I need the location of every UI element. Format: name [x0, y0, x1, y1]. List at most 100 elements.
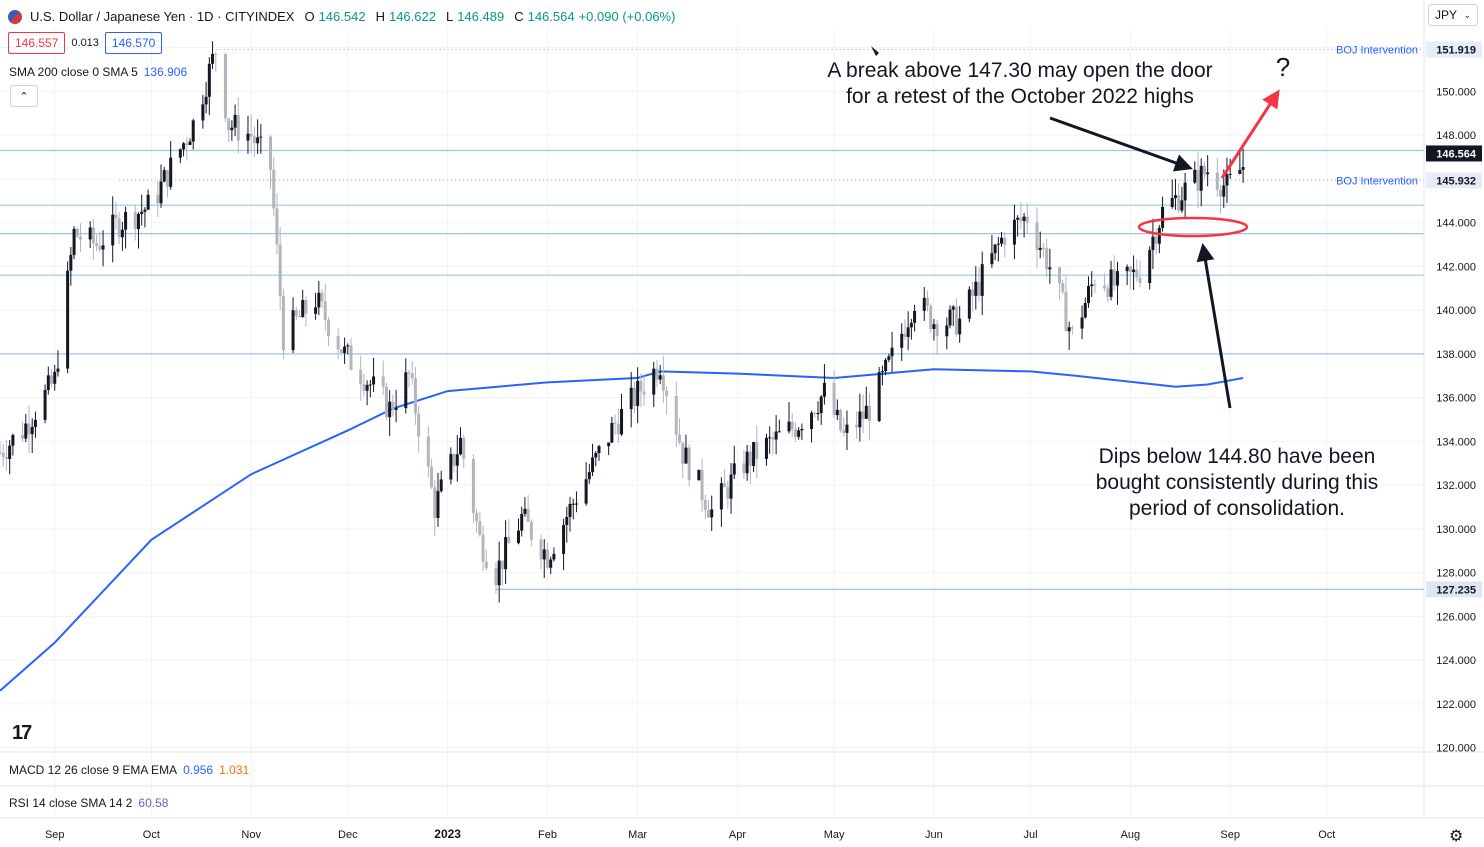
candle-body — [256, 137, 260, 144]
annotation-top-text: for a retest of the October 2022 highs — [846, 85, 1194, 108]
candle-body — [314, 307, 318, 314]
candle-body — [890, 347, 894, 357]
candle-body — [880, 371, 884, 373]
candle-body — [384, 386, 388, 418]
candle-body — [909, 322, 913, 328]
candle-body — [607, 442, 611, 447]
sma-200-line — [0, 368, 1244, 692]
candle-body — [136, 213, 140, 230]
candle-body — [169, 157, 173, 187]
candle-body — [719, 483, 723, 510]
candle-body — [1106, 288, 1110, 297]
macd-legend[interactable]: MACD 12 26 close 9 EMA EMA 0.956 1.031 — [9, 763, 249, 777]
price-tick-label: 144.000 — [1436, 218, 1476, 230]
candle-body — [1087, 286, 1091, 304]
annotations: A break above 147.30 may open the door fo… — [827, 46, 1378, 520]
candle-body — [800, 428, 804, 431]
candle-body — [459, 437, 463, 455]
candle-body — [971, 289, 975, 296]
candle-body — [568, 503, 572, 517]
candle-body — [227, 118, 231, 131]
candle-body — [204, 96, 208, 105]
candle-body — [768, 437, 772, 439]
candle-body — [858, 411, 862, 428]
arrow-to-support — [1196, 243, 1232, 409]
candle-body — [246, 133, 250, 141]
time-tick-label: Sep — [45, 829, 65, 841]
candle-body — [732, 463, 736, 475]
macd-signal-value: 1.031 — [219, 763, 250, 777]
candle-body — [326, 319, 330, 337]
candle-body — [365, 384, 369, 391]
candle-body — [98, 246, 102, 250]
price-tick-label: 150.000 — [1436, 86, 1476, 98]
time-tick-label: Apr — [729, 829, 746, 841]
candle-body — [88, 227, 92, 240]
candle-body — [958, 318, 962, 335]
price-tick-label: 126.000 — [1436, 611, 1476, 623]
low-2023-price-tag-bg — [1426, 581, 1482, 598]
candle-body — [861, 411, 865, 419]
current-price-tag: 146.564 — [1436, 148, 1477, 160]
annotation-bottom-text: bought consistently during this — [1096, 471, 1379, 494]
candle-body — [1103, 285, 1107, 289]
candle-body — [629, 387, 633, 410]
candle-body — [504, 536, 508, 570]
candle-body — [723, 483, 727, 488]
candle-body — [1128, 266, 1132, 273]
candle-body — [272, 169, 276, 209]
rsi-value: 60.58 — [138, 796, 169, 810]
price-tick-label: 120.000 — [1436, 743, 1476, 755]
candle-body — [452, 454, 456, 466]
currency-label: JPY — [1435, 8, 1458, 22]
annotation-question-mark: ? — [1276, 52, 1290, 82]
sell-price-button[interactable]: 146.557 — [8, 32, 66, 54]
candle-body — [752, 441, 756, 466]
change-value: +0.090 (+0.06%) — [578, 9, 676, 24]
candle-body — [681, 442, 685, 464]
candle-body — [1093, 284, 1097, 286]
candle-body — [610, 423, 614, 443]
rsi-legend[interactable]: RSI 14 close SMA 14 2 60.58 — [9, 796, 168, 810]
candle-body — [140, 211, 144, 214]
candle-body — [816, 412, 820, 415]
candle-body — [562, 525, 566, 554]
horizontal-levels: BOJ Intervention BOJ Intervention — [0, 44, 1424, 590]
candle-body — [745, 451, 749, 474]
candle-body — [951, 306, 955, 310]
candle-body — [980, 264, 984, 296]
symbol-title[interactable]: U.S. Dollar / Japanese Yen · 1D · CITYIN… — [30, 9, 295, 24]
candle-body — [639, 380, 643, 392]
candle-body — [201, 104, 205, 121]
candle-body — [787, 421, 791, 432]
collapse-legend-button[interactable]: ⌃ — [10, 85, 38, 107]
candle-body — [726, 487, 730, 499]
candle-body — [475, 512, 479, 522]
candle-body — [114, 214, 118, 219]
candle-body — [449, 454, 453, 480]
candle-body — [336, 336, 340, 350]
time-tick-label: Nov — [241, 829, 261, 841]
buy-price-button[interactable]: 146.570 — [104, 32, 163, 54]
sma-legend[interactable]: SMA 200 close 0 SMA 5 136.906 — [9, 65, 187, 79]
candle-body — [710, 509, 714, 518]
candles — [0, 41, 1245, 603]
candle-body — [1025, 216, 1029, 223]
candle-body — [864, 405, 868, 419]
candle-body — [252, 136, 256, 144]
currency-dropdown[interactable]: JPY ⌄ — [1428, 4, 1478, 26]
price-tick-label: 136.000 — [1436, 393, 1476, 405]
candle-body — [388, 401, 392, 418]
candle-body — [822, 382, 826, 397]
candle-body — [925, 297, 929, 306]
candle-body — [1148, 250, 1152, 284]
candle-body — [868, 405, 872, 421]
candle-body — [323, 301, 327, 320]
candle-body — [1048, 267, 1052, 270]
candle-body — [797, 430, 801, 437]
candle-body — [410, 373, 414, 379]
close-label: C — [514, 9, 524, 24]
candle-body — [455, 454, 459, 466]
settings-gear-icon[interactable]: ⚙ — [1449, 828, 1464, 845]
